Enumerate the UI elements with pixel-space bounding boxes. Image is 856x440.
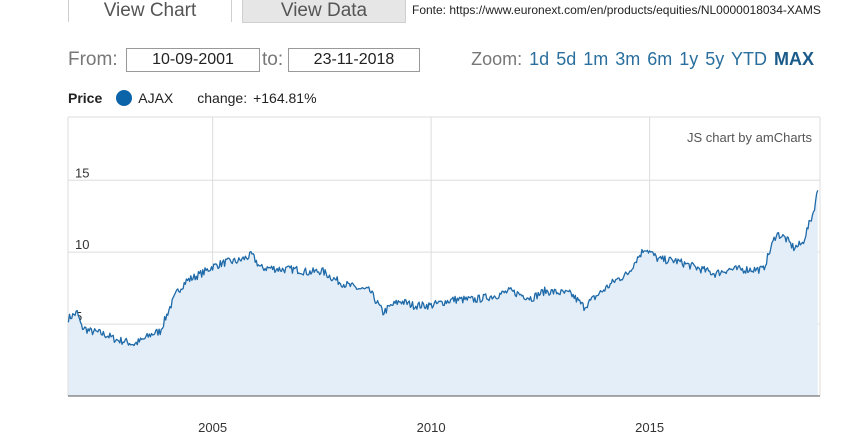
from-label: From: — [68, 49, 118, 70]
zoom-option-1d[interactable]: 1d — [529, 49, 550, 69]
zoom-option-1m[interactable]: 1m — [578, 49, 609, 69]
legend-series-name[interactable]: AJAX — [138, 90, 174, 106]
zoom-label: Zoom: — [471, 49, 523, 69]
zoom-option-ytd[interactable]: YTD — [726, 49, 767, 69]
zoom-bar: Zoom: 1d 5d 1m 3m 6m 1y 5y YTD MAX — [471, 49, 814, 70]
zoom-option-max[interactable]: MAX — [769, 49, 814, 69]
x-tick-label: 2005 — [198, 420, 227, 435]
zoom-option-5d[interactable]: 5d — [551, 49, 577, 69]
ajax-area-fill — [68, 190, 818, 396]
legend-title: Price — [68, 90, 103, 106]
from-date-input[interactable] — [126, 48, 260, 72]
zoom-option-3m[interactable]: 3m — [610, 49, 641, 69]
chart-legend: Price AJAX change: +164.81% — [68, 90, 317, 106]
change-value: +164.81% — [253, 90, 317, 106]
x-tick-label: 2015 — [635, 420, 664, 435]
source-text: Fonte: https://www.euronext.com/en/produ… — [412, 3, 821, 17]
x-tick-label: 2010 — [417, 420, 446, 435]
zoom-option-6m[interactable]: 6m — [642, 49, 673, 69]
change-label: change: — [197, 90, 248, 106]
y-tick-label: 15 — [75, 165, 89, 180]
to-date-input[interactable] — [288, 48, 420, 72]
series-marker-icon[interactable] — [116, 90, 133, 106]
zoom-option-1y[interactable]: 1y — [674, 49, 699, 69]
zoom-option-5y[interactable]: 5y — [700, 49, 725, 69]
y-tick-label: 10 — [75, 237, 89, 252]
amcharts-credit: JS chart by amCharts — [687, 130, 812, 145]
tab-view-chart[interactable]: View Chart — [68, 0, 232, 22]
to-label: to: — [262, 49, 284, 70]
tab-view-data[interactable]: View Data — [242, 0, 406, 23]
ajax-price-line — [67, 190, 819, 347]
